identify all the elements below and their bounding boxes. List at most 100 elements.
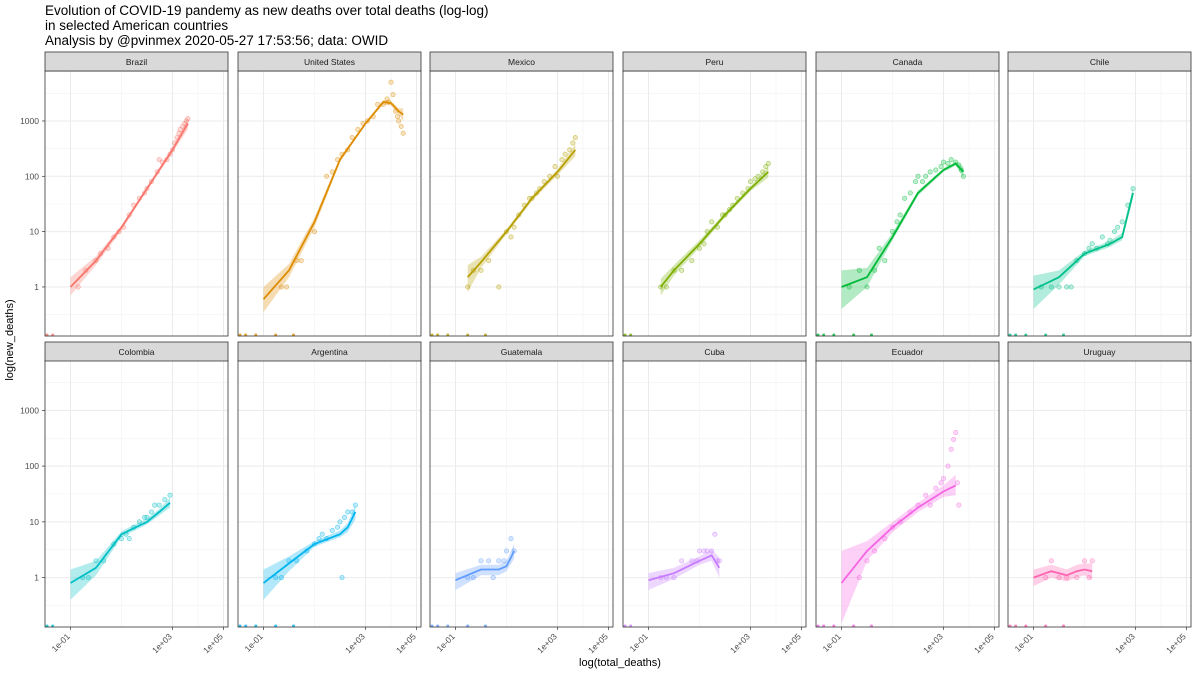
smooth-line [262, 101, 404, 300]
data-point [567, 147, 573, 153]
data-point [1074, 575, 1080, 581]
data-point [316, 536, 322, 542]
data-point [390, 92, 396, 98]
x-tick-label: 1e-01 [49, 631, 72, 654]
data-point [486, 558, 492, 564]
data-point [1089, 558, 1095, 564]
facet-strip-label: Mexico [508, 57, 535, 67]
data-point [278, 575, 284, 581]
data-point [167, 492, 173, 498]
x-tick-label: 1e+05 [394, 631, 418, 655]
x-tick-label: 1e-01 [434, 631, 457, 654]
facet-strip [44, 51, 229, 72]
facet-strip [429, 51, 614, 72]
data-point [177, 127, 183, 133]
data-point [1111, 229, 1117, 235]
panel-background [816, 71, 999, 336]
x-axis-title: log(total_deaths) [579, 657, 661, 669]
facet-strip [44, 341, 229, 362]
data-point [915, 173, 921, 179]
data-point [501, 558, 507, 564]
data-point [765, 161, 771, 167]
smooth-line [840, 484, 957, 584]
facet-strip-label: Ecuador [892, 347, 924, 357]
data-point [388, 79, 394, 85]
data-point [960, 173, 966, 179]
data-point [1099, 234, 1105, 240]
facet-strip-label: Guatemala [501, 347, 543, 357]
data-point [555, 173, 561, 179]
data-point [941, 475, 947, 481]
data-point [740, 190, 746, 196]
facet-strip [622, 341, 807, 362]
data-point [541, 179, 547, 185]
data-point [907, 190, 913, 196]
data-point [919, 179, 925, 185]
data-point [319, 531, 325, 537]
x-tick-label: 1e+03 [921, 631, 945, 655]
data-point [162, 497, 168, 503]
data-point [872, 267, 878, 273]
y-tick-label: 10 [30, 517, 40, 527]
facet-panel-mexico: Mexico [429, 51, 614, 337]
data-point [941, 159, 947, 165]
facet-strip-label: Uruguay [1083, 347, 1116, 357]
facet-strip-label: Canada [893, 57, 923, 67]
data-point [504, 548, 510, 554]
data-point [552, 164, 558, 170]
data-point [1107, 237, 1113, 243]
data-point [156, 157, 162, 163]
x-tick-label: 1e+03 [150, 631, 174, 655]
facet-panel-peru: Peru [622, 51, 807, 337]
facet-strip-label: Peru [706, 57, 724, 67]
data-point [1068, 284, 1074, 290]
data-point [508, 234, 514, 240]
panel-background [238, 71, 421, 336]
y-tick-label: 1 [34, 573, 39, 583]
x-tick-label: 1e+05 [779, 631, 803, 655]
data-point [938, 164, 944, 170]
facet-strip [237, 51, 422, 72]
data-point [704, 548, 710, 554]
data-point [734, 195, 740, 201]
x-tick-label: 1e+05 [586, 631, 610, 655]
facet-panel-guatemala: Guatemala 1e-01 1e+03 1e+05 [429, 341, 614, 655]
smooth-line [841, 162, 965, 288]
data-point [341, 514, 347, 520]
confidence-band [455, 544, 515, 590]
data-point [337, 519, 343, 525]
data-point [85, 575, 91, 581]
x-tick-label: 1e+03 [1113, 631, 1137, 655]
data-point [339, 575, 345, 581]
data-point [395, 114, 401, 120]
x-tick-label: 1e-01 [820, 631, 843, 654]
data-point [93, 558, 99, 564]
panel-background [1008, 360, 1191, 627]
data-point [712, 531, 718, 537]
data-point [913, 179, 919, 185]
data-point [329, 527, 335, 533]
data-point [1086, 575, 1092, 581]
data-point [273, 575, 279, 581]
facet-strip [1007, 51, 1192, 72]
data-point [572, 135, 578, 141]
data-point [697, 548, 703, 554]
x-tick-label: 1e+03 [535, 631, 559, 655]
data-point [562, 151, 568, 157]
data-point [335, 524, 341, 530]
x-tick-label: 1e-01 [242, 631, 265, 654]
data-point [872, 548, 878, 554]
data-point [570, 140, 576, 146]
x-tick-label: 1e+05 [201, 631, 225, 655]
smooth-line [69, 123, 189, 288]
smooth-line [1033, 192, 1134, 291]
data-point [671, 575, 677, 581]
panel-background [816, 360, 999, 627]
data-point [490, 575, 496, 581]
panel-background [430, 360, 613, 627]
data-point [954, 480, 960, 486]
data-point [864, 284, 870, 290]
y-tick-label: 100 [25, 171, 39, 181]
data-point [496, 558, 502, 564]
